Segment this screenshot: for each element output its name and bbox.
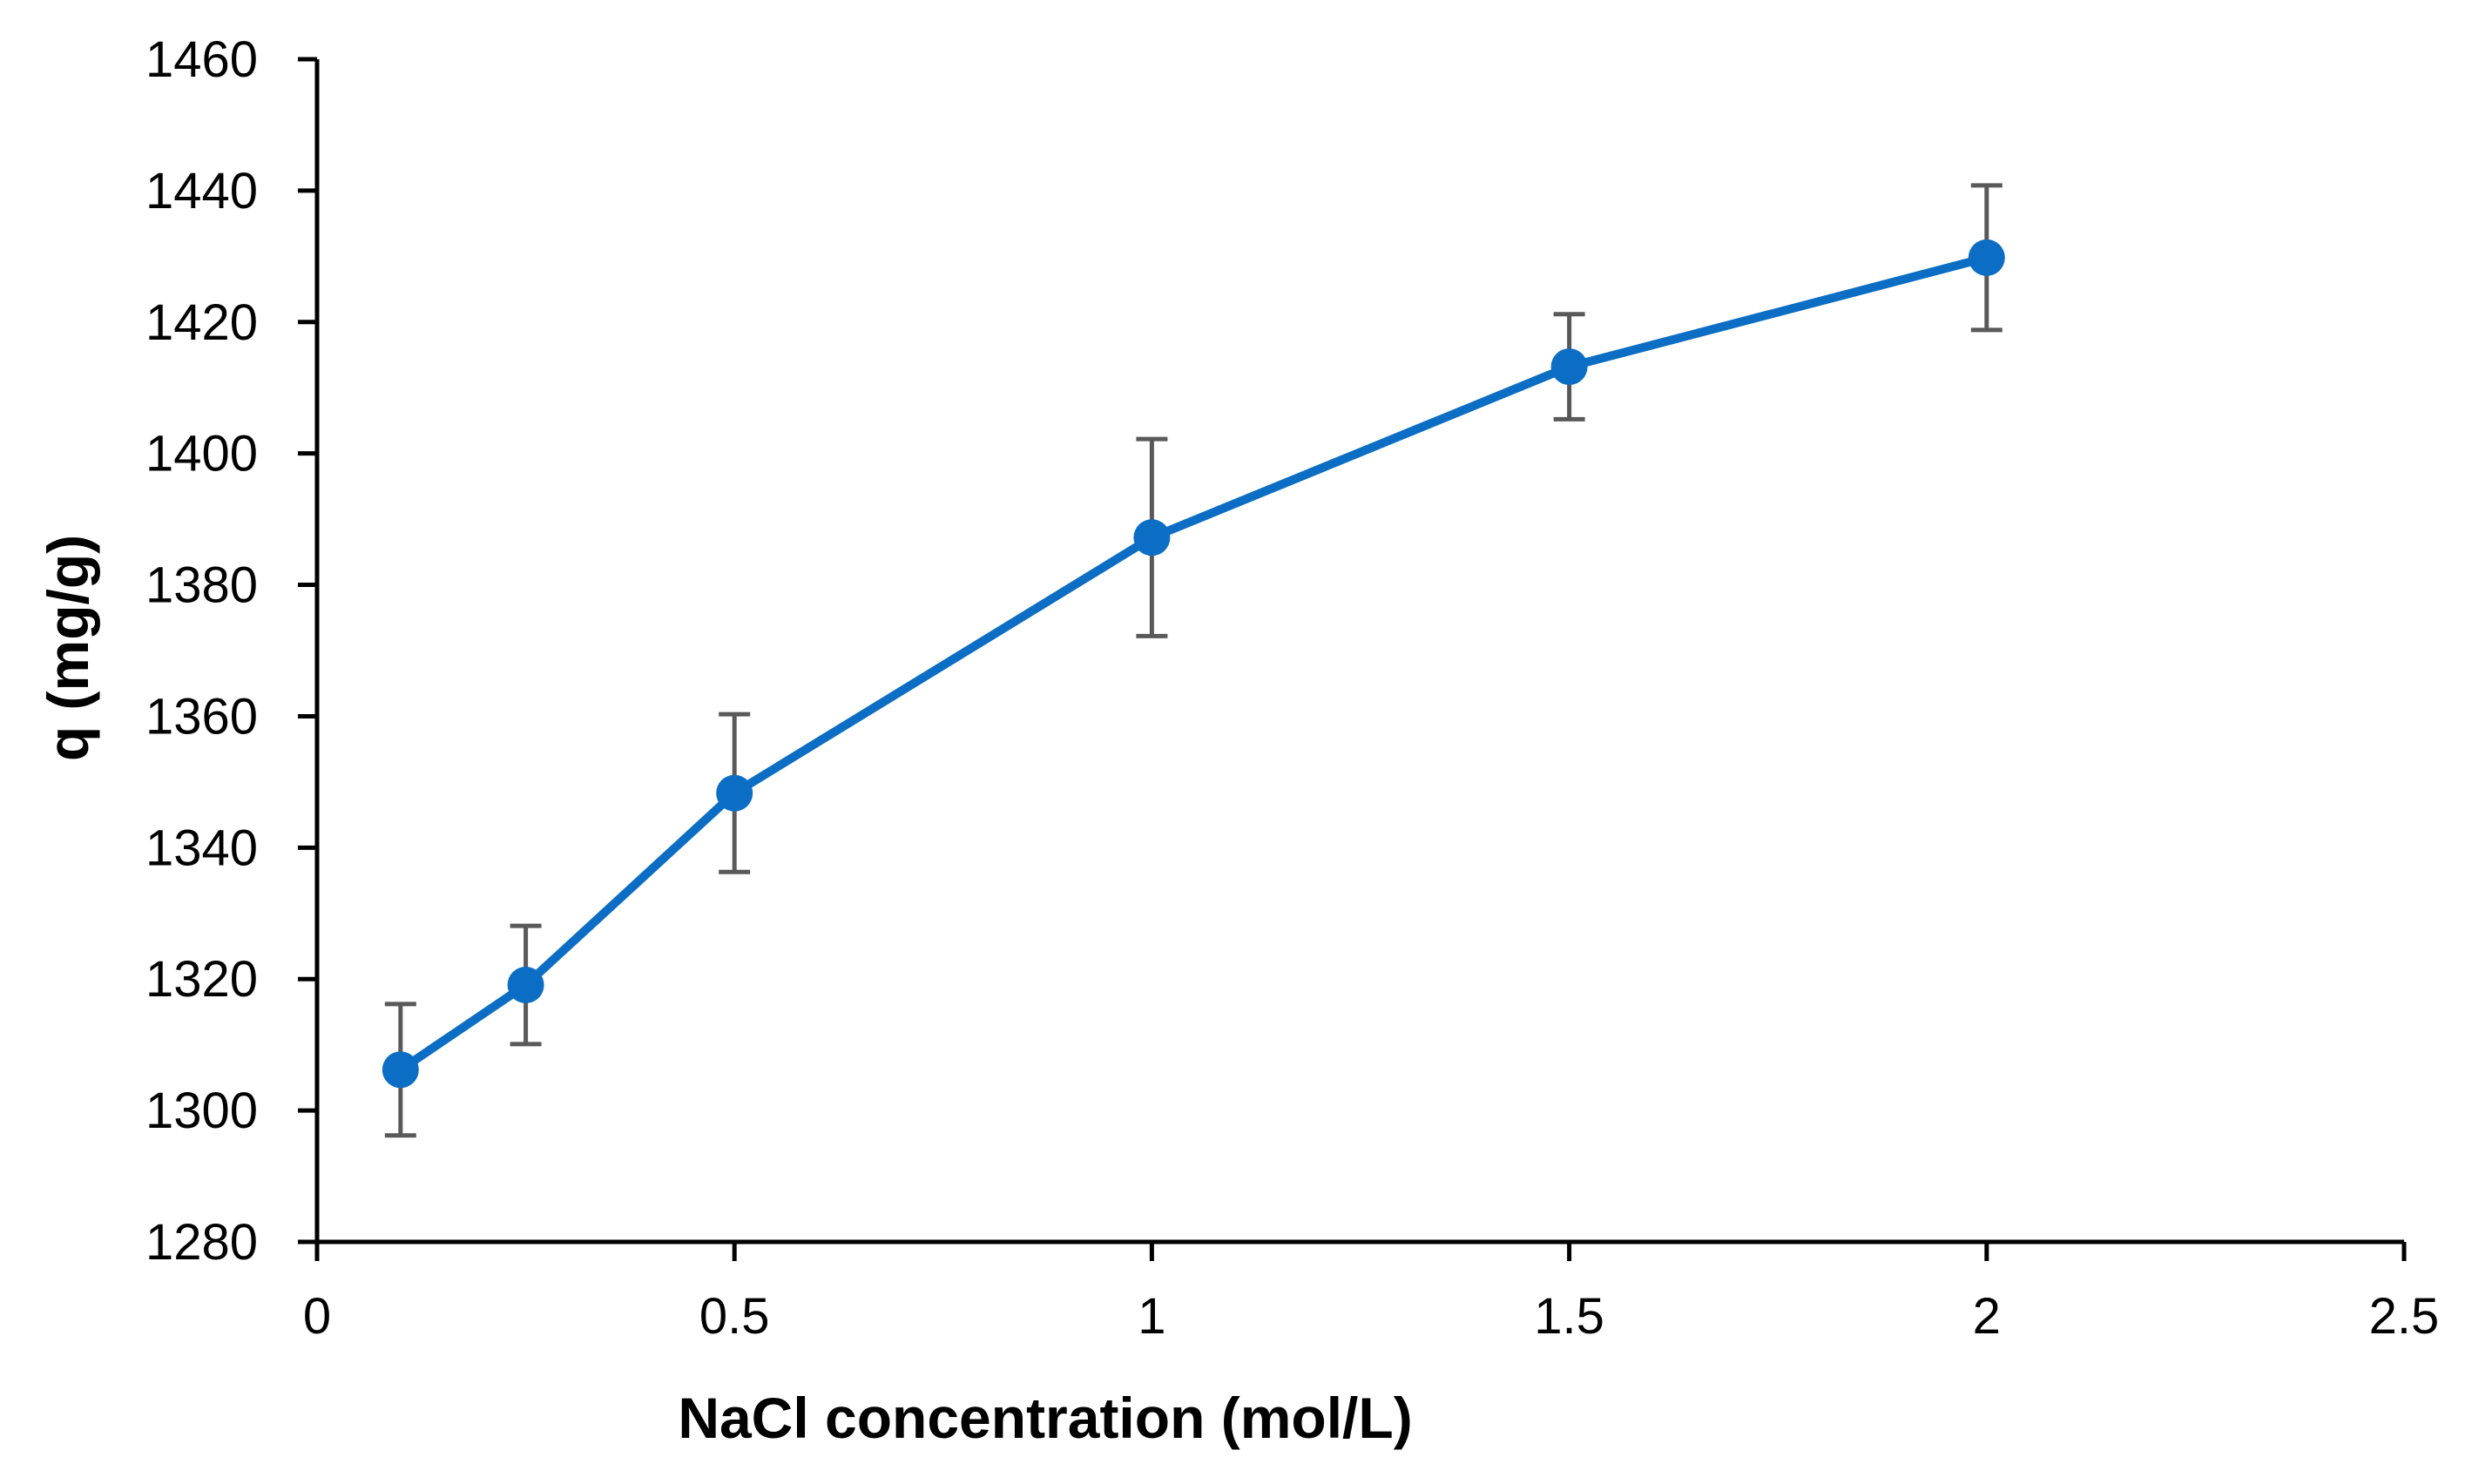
x-tick-label: 0	[303, 1288, 331, 1345]
y-tick-label: 1420	[145, 294, 258, 351]
x-tick-label: 2.5	[2369, 1288, 2440, 1345]
y-tick-label: 1340	[145, 820, 258, 876]
y-tick-label: 1460	[145, 31, 258, 88]
data-point	[382, 1051, 419, 1089]
y-axis-ticks: 1280 1300 1320 1340 1360 1380 1400 1420 1440 1460	[145, 31, 317, 1271]
data-points	[382, 239, 2005, 1089]
data-point	[1133, 519, 1171, 556]
error-bars	[384, 183, 2003, 1138]
y-tick-label: 1300	[145, 1083, 258, 1139]
data-point	[1968, 239, 2005, 276]
x-axis-title: NaCl concentration (mol/L)	[678, 1386, 1412, 1450]
y-tick-label: 1280	[145, 1214, 258, 1271]
axes: 1280 1300 1320 1340 1360 1380 1400 1420 1440 1460…	[145, 31, 2439, 1345]
y-tick-label: 1440	[145, 163, 258, 219]
y-tick-label: 1360	[145, 688, 258, 745]
data-point	[1550, 348, 1588, 386]
y-tick-label: 1320	[145, 951, 258, 1008]
x-tick-label: 1.5	[1534, 1288, 1604, 1345]
y-axis-title: q (mg/g)	[36, 535, 100, 761]
x-axis-ticks: 0 0.5 1 1.5 2 2.5	[303, 1242, 2439, 1345]
y-tick-label: 1400	[145, 426, 258, 482]
x-tick-label: 0.5	[699, 1288, 770, 1345]
plot-area	[382, 183, 2005, 1138]
data-point	[716, 774, 753, 812]
x-tick-label: 2	[1973, 1288, 2001, 1345]
y-tick-label: 1380	[145, 557, 258, 614]
data-point	[507, 967, 544, 1004]
x-tick-label: 1	[1138, 1288, 1165, 1345]
series-line	[398, 253, 1989, 1074]
